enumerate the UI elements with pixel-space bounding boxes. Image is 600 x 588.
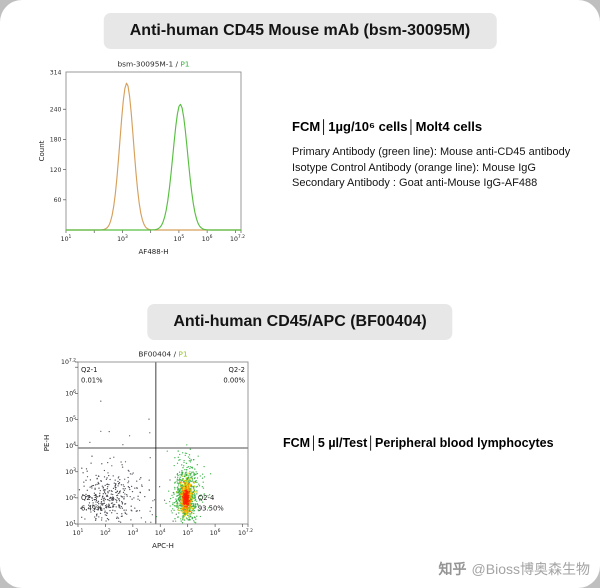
svg-text:103: 103 [127, 528, 138, 537]
watermark: 知乎 @Bioss博奥森生物 [439, 559, 590, 579]
info-line-isotype-antibody: Isotype Control Antibody (orange line): … [292, 161, 536, 174]
svg-text:APC-H: APC-H [152, 542, 174, 550]
svg-text:106: 106 [210, 528, 221, 537]
cd45-apc-dotplot-chart: BF00404 / P1 101 102 103 104 105 106 107.2 101 10… [42, 347, 258, 565]
svg-text:104: 104 [65, 441, 76, 450]
svg-text:105: 105 [174, 234, 185, 243]
svg-text:107.2: 107.2 [61, 357, 76, 366]
bottom-panel-title: Anti-human CD45/APC (BF00404) [173, 313, 427, 330]
info-line-secondary-antibody: Secondary Antibody : Goat anti-Mouse IgG… [292, 177, 538, 189]
svg-text:6.49%: 6.49% [81, 505, 103, 513]
info-line-primary-antibody: Primary Antibody (green line): Mouse ant… [292, 146, 571, 158]
svg-text:101: 101 [65, 519, 76, 528]
cd45-histogram-chart: bsm-30095M-1 / P1 101 103 105 106 107.2 60 120 1… [36, 57, 246, 269]
svg-text:60: 60 [54, 197, 62, 204]
svg-text:104: 104 [155, 528, 166, 537]
bottom-panel-title-banner: Anti-human CD45/APC (BF00404) [147, 304, 453, 340]
svg-text:106: 106 [65, 389, 76, 398]
svg-text:103: 103 [117, 234, 128, 243]
svg-text:180: 180 [50, 137, 62, 144]
top-info-header: FCM│1µg/10⁶ cells│Molt4 cells [292, 119, 483, 134]
top-panel-title: Anti-human CD45 Mouse mAb (bsm-30095M) [129, 22, 471, 39]
svg-text:Count: Count [38, 140, 46, 161]
svg-text:103: 103 [65, 467, 76, 476]
svg-text:102: 102 [65, 493, 76, 502]
svg-text:bsm-30095M-1 / P1: bsm-30095M-1 / P1 [117, 60, 189, 69]
svg-text:PE-H: PE-H [43, 435, 51, 451]
svg-text:101: 101 [61, 234, 72, 243]
watermark-brand: 知乎 [438, 561, 467, 577]
svg-text:93.50%: 93.50% [198, 505, 224, 513]
watermark-handle: @Bioss博奥森生物 [471, 561, 590, 577]
bottom-panel-info: FCM│5 µl/Test│Peripheral blood lymphocyt… [283, 436, 597, 450]
svg-text:106: 106 [202, 234, 213, 243]
svg-text:BF00404 / P1: BF00404 / P1 [138, 350, 187, 359]
svg-text:0.01%: 0.01% [81, 377, 103, 385]
svg-text:Q2-2: Q2-2 [229, 366, 245, 374]
svg-text:AF488-H: AF488-H [139, 248, 169, 256]
svg-text:105: 105 [65, 415, 76, 424]
svg-text:105: 105 [182, 528, 193, 537]
svg-text:107.2: 107.2 [230, 234, 245, 243]
svg-text:Q2-3: Q2-3 [81, 494, 97, 502]
svg-text:101: 101 [73, 528, 84, 537]
svg-text:240: 240 [50, 106, 62, 113]
svg-text:107.2: 107.2 [238, 528, 253, 537]
svg-text:Q2-4: Q2-4 [198, 494, 214, 502]
top-info-lines: Primary Antibody (green line): Mouse ant… [292, 145, 594, 192]
top-panel-info: FCM│1µg/10⁶ cells│Molt4 cells Primary An… [292, 119, 594, 192]
svg-text:314: 314 [50, 70, 62, 77]
bottom-info-header: FCM│5 µl/Test│Peripheral blood lymphocyt… [283, 436, 554, 450]
top-panel-title-banner: Anti-human CD45 Mouse mAb (bsm-30095M) [103, 13, 497, 49]
svg-text:120: 120 [50, 167, 62, 174]
svg-text:102: 102 [100, 528, 111, 537]
svg-text:0.00%: 0.00% [223, 377, 245, 385]
svg-text:Q2-1: Q2-1 [81, 366, 97, 374]
